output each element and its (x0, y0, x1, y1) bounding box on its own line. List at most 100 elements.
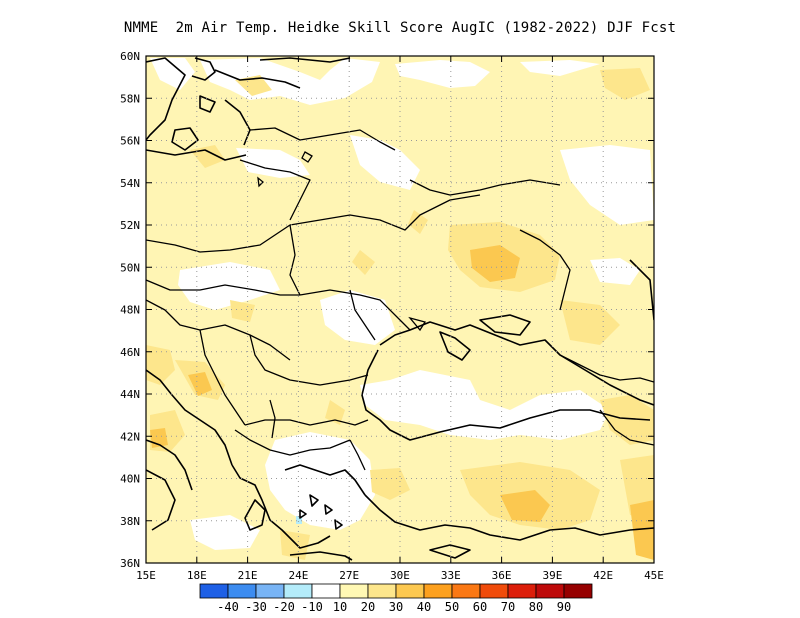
colorbar-swatch (283, 583, 313, 599)
border-caucasus (559, 354, 654, 383)
baltic-island (171, 127, 199, 151)
lake-3 (408, 316, 427, 332)
latvia-coast (224, 99, 251, 146)
lat-label: 42N (120, 430, 140, 443)
lakes (257, 151, 427, 332)
gulf-of-finland (214, 69, 301, 89)
colorbar-label: -30 (245, 600, 267, 614)
colorbar-label: 70 (501, 600, 515, 614)
map-title: NMME 2m Air Temp. Heidke Skill Score Aug… (123, 20, 677, 36)
lon-label: 21E (238, 569, 258, 582)
border-georgia-turkey (599, 409, 654, 446)
colorbar-label: 50 (445, 600, 459, 614)
lon-label: 30E (390, 569, 410, 582)
colorbar-labels: -40 -30 -20 -10 10 20 30 40 50 60 70 80 90 (217, 600, 571, 614)
lon-label: 39E (542, 569, 562, 582)
border-slovakia (146, 279, 300, 296)
crete (289, 551, 353, 561)
border-russia-ukraine-north (409, 179, 561, 196)
colorbar-label: 20 (361, 600, 375, 614)
colorbar-swatch (423, 583, 453, 599)
sea-of-azov (479, 314, 531, 336)
coastlines (146, 57, 654, 561)
finland-west (191, 57, 216, 81)
lon-label: 18E (187, 569, 207, 582)
lat-label: 60N (120, 50, 140, 63)
border-moldova-romania (299, 289, 411, 331)
island-1 (199, 95, 216, 113)
lon-label: 15E (136, 569, 156, 582)
border-russia-ukraine-east (519, 229, 571, 311)
colorbar-label: 80 (529, 600, 543, 614)
border-moldova (349, 289, 376, 341)
lake-2 (257, 176, 264, 188)
no-skill-areas (150, 58, 654, 550)
longitude-labels: 15E 18E 21E 24E 27E 30E 33E 36E 39E 42E 45E (136, 569, 664, 582)
lon-label: 36E (492, 569, 512, 582)
baltic-south-coast (146, 149, 247, 161)
colorbar-label: 10 (333, 600, 347, 614)
colorbar-swatch (395, 583, 425, 599)
lon-label: 33E (441, 569, 461, 582)
border-macedonia (269, 399, 276, 439)
colorbar-label: 40 (417, 600, 431, 614)
adriatic-east-coast (146, 369, 233, 466)
border-bulgaria-south (244, 419, 369, 426)
border-latvia-russia (249, 127, 396, 151)
crimea (439, 331, 471, 361)
border-greece-north (234, 429, 351, 456)
aegean-north (284, 464, 366, 496)
colorbar-label: 60 (473, 600, 487, 614)
italy-heel (146, 439, 193, 491)
lon-label: 42E (593, 569, 613, 582)
colorbar-swatch (255, 583, 285, 599)
colorbar-label: 90 (557, 600, 571, 614)
lake-1 (301, 151, 313, 163)
colorbar-swatch (535, 583, 565, 599)
black-sea-north (379, 321, 654, 406)
border-lithuania-belarus (239, 159, 311, 221)
colorbar-swatch (451, 583, 481, 599)
lon-label: 27E (339, 569, 359, 582)
italy-foot (146, 469, 176, 531)
border-turkey-west (349, 439, 366, 471)
lon-label: 45E (644, 569, 664, 582)
sweden-coast (146, 57, 186, 141)
colorbar (199, 583, 593, 599)
border-hungary (146, 299, 291, 361)
colorbar-swatch (311, 583, 341, 599)
lat-label: 38N (120, 515, 140, 528)
lat-label: 46N (120, 346, 140, 359)
lat-label: 52N (120, 219, 140, 232)
border-romania-bulgaria (249, 334, 369, 386)
cyprus (429, 544, 471, 559)
colorbar-swatch (339, 583, 369, 599)
lat-label: 48N (120, 304, 140, 317)
peloponnese (244, 499, 266, 531)
colorbar-label: -10 (301, 600, 323, 614)
lat-label: 44N (120, 388, 140, 401)
aegean-islands (299, 494, 343, 530)
colorbar-label: -40 (217, 600, 239, 614)
colorbar-swatch (507, 583, 537, 599)
turkey-south-coast (364, 494, 654, 541)
caspian-edge (629, 259, 654, 321)
black-sea-south (361, 349, 651, 441)
colorbar-label: 30 (389, 600, 403, 614)
strong-skill-areas (150, 245, 654, 560)
latitude-labels: 60N 58N 56N 54N 52N 50N 48N 46N 44N 42N 40N 38N 36N (120, 50, 140, 570)
lat-label: 54N (120, 177, 140, 190)
colorbar-swatch (227, 583, 257, 599)
lat-label: 56N (120, 135, 140, 148)
colorbar-swatch (199, 583, 229, 599)
colorbar-swatch (563, 583, 593, 599)
lat-label: 58N (120, 92, 140, 105)
country-borders (146, 127, 654, 471)
lon-label: 24E (288, 569, 308, 582)
lat-label: 50N (120, 261, 140, 274)
axis-ticks (145, 55, 655, 564)
negative-skill-patch (296, 516, 302, 524)
colorbar-swatch (479, 583, 509, 599)
colorbar-swatch (367, 583, 397, 599)
